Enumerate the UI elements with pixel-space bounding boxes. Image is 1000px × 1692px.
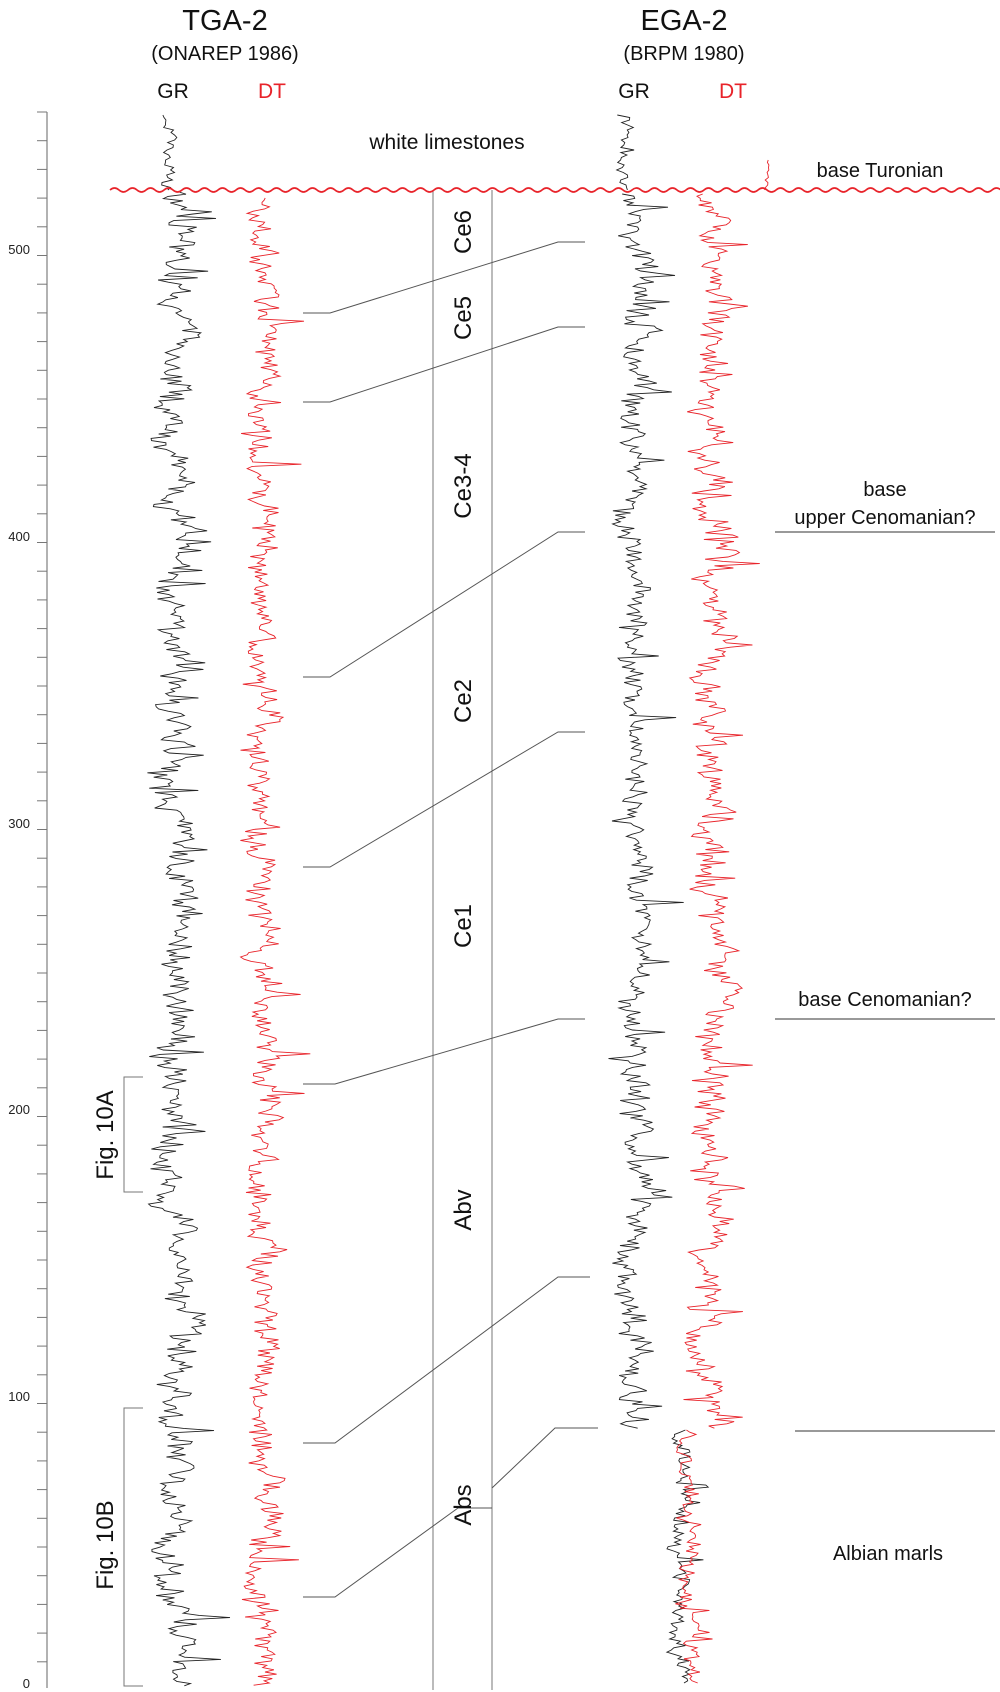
correlation-line-ce1-abv (303, 1018, 585, 1085)
correlation-line-abs-right (491, 1427, 598, 1489)
annotation-white-limestones: white limestones (368, 131, 524, 154)
left-well-name: TGA-2 (182, 5, 267, 37)
unit-label-abs: Abs (450, 1484, 477, 1525)
right-well-source: (BRPM 1980) (623, 43, 744, 65)
left-well-source: (ONAREP 1986) (151, 43, 298, 65)
depth-tick-label: 0 (23, 1676, 30, 1691)
ega2-gr-curve (608, 193, 684, 1429)
fig-10b-bracket (123, 1407, 143, 1687)
fig-10b-label: Fig. 10B (92, 1500, 119, 1589)
annotation-albian-marls: Albian marls (833, 1543, 943, 1565)
unit-label-ce2: Ce2 (450, 679, 477, 723)
unit-label-ce6: Ce6 (450, 210, 477, 254)
right-well-name: EGA-2 (640, 5, 727, 37)
correlation-line-ce2-ce1 (303, 731, 585, 868)
depth-tick-label: 500 (8, 242, 30, 257)
depth-tick-label: 400 (8, 529, 30, 544)
tga2-gr-curve-limestone (161, 114, 178, 191)
correlation-lines (303, 241, 598, 1598)
tga2-dt-curve (239, 197, 311, 1686)
depth-axis: 500 400 300 200 100 0 (8, 111, 48, 1691)
annotation-base-cenomanian: base Cenomanian? (798, 989, 971, 1011)
depth-tick-label: 300 (8, 816, 30, 831)
ega2-gr-curve-limestone (615, 114, 635, 191)
log-curves (147, 114, 770, 1687)
depth-tick-label: 200 (8, 1102, 30, 1117)
right-dt-label: DT (719, 80, 747, 103)
correlation-line-ce6-ce5 (303, 241, 585, 314)
ega2-dt-curve-top (764, 159, 770, 191)
fig-10a-label: Fig. 10A (92, 1090, 119, 1179)
left-dt-label: DT (258, 80, 286, 103)
correlation-line-abs-left (303, 1507, 492, 1598)
correlation-line-ce5-ce34 (303, 326, 585, 403)
correlation-line-ce34-ce2 (303, 531, 585, 678)
unit-label-ce1: Ce1 (450, 904, 477, 948)
ega2-dt-curve (683, 193, 760, 1429)
ega2-gr-curve-albian (665, 1429, 710, 1684)
unit-label-ce34: Ce3-4 (450, 453, 477, 518)
annotation-base-turonian: base Turonian (817, 160, 944, 182)
depth-tick-label: 100 (8, 1389, 30, 1404)
fig-10a-bracket (123, 1076, 143, 1193)
unit-label-ce5: Ce5 (450, 296, 477, 340)
right-gr-label: GR (618, 80, 650, 103)
correlation-line-abv-abs (303, 1276, 590, 1444)
tga2-gr-curve (147, 191, 231, 1687)
ega2-dt-curve-albian (675, 1429, 713, 1684)
base-turonian-unconformity (109, 187, 1000, 193)
left-gr-label: GR (157, 80, 189, 103)
unit-label-abv: Abv (450, 1189, 477, 1230)
annotation-base-upper-cenomanian-line1: base (863, 479, 906, 501)
annotation-base-upper-cenomanian-line2: upper Cenomanian? (794, 507, 975, 529)
